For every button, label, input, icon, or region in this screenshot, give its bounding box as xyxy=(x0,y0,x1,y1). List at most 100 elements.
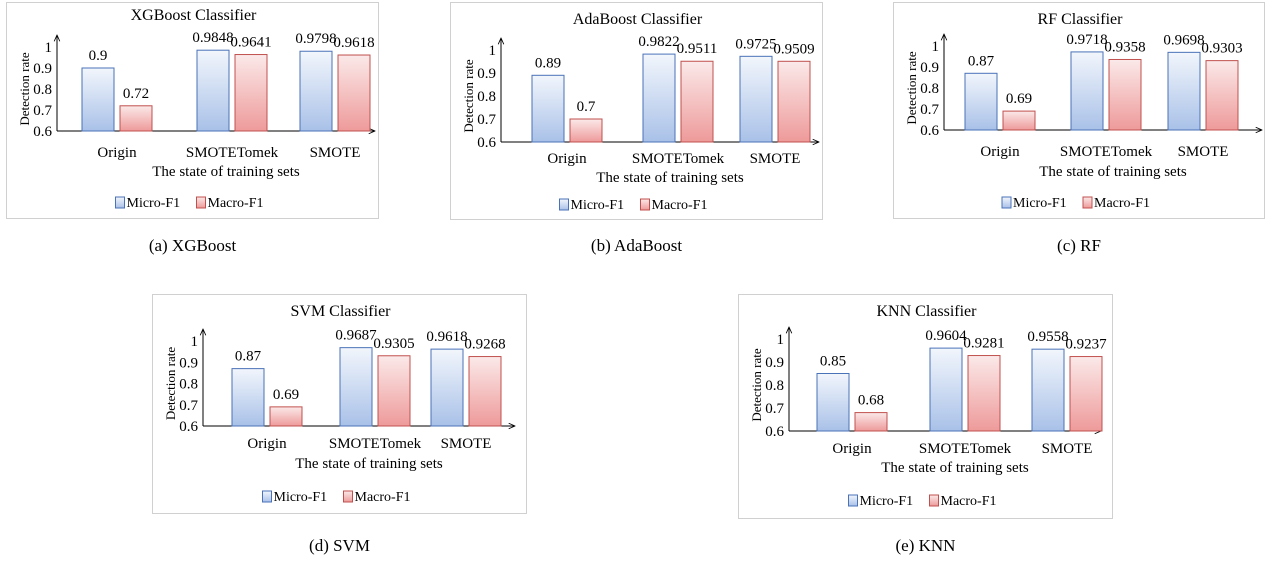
y-axis-label: Detection rate xyxy=(904,51,919,124)
data-label: 0.9558 xyxy=(1027,329,1068,345)
data-label: 0.9303 xyxy=(1201,41,1242,57)
bar-macro-f1 xyxy=(1109,59,1141,130)
bar-macro-f1 xyxy=(235,55,267,131)
legend-item-macro-f1: Macro-F1 xyxy=(1094,196,1150,211)
caption-adaboost: (b) AdaBoost xyxy=(450,236,823,256)
bar-micro-f1 xyxy=(232,369,264,426)
chart-panel-svm: SVM Classifier 0.6 0.7 0.8 0.9 1 Detection rat… xyxy=(152,294,527,514)
data-label: 0.72 xyxy=(123,86,149,102)
bar-macro-f1 xyxy=(270,407,302,426)
x-tick-label: SMOTETomek xyxy=(632,151,725,167)
x-axis-label: The state of training sets xyxy=(295,456,443,472)
y-tick-label: 0.7 xyxy=(33,103,52,119)
legend-item-micro-f1: Micro-F1 xyxy=(127,196,181,211)
y-tick-label: 0.8 xyxy=(179,377,198,393)
x-tick-label: Origin xyxy=(97,145,137,161)
y-tick-label: 1 xyxy=(191,334,199,350)
y-tick-label: 0.6 xyxy=(477,135,496,151)
chart-title: KNN Classifier xyxy=(877,303,978,320)
data-label: 0.9358 xyxy=(1104,39,1145,55)
legend-swatch xyxy=(641,199,650,210)
y-tick-label: 0.6 xyxy=(920,123,939,139)
legend-item-micro-f1: Micro-F1 xyxy=(860,494,914,509)
y-axis-label: Detection rate xyxy=(17,52,32,125)
bar-micro-f1 xyxy=(1071,52,1103,130)
y-axis-label: Detection rate xyxy=(749,348,764,421)
bar-micro-f1 xyxy=(82,68,114,131)
chart-title: RF Classifier xyxy=(1038,11,1124,28)
x-axis-label: The state of training sets xyxy=(596,170,744,186)
data-label: 0.9798 xyxy=(295,31,336,47)
data-label: 0.85 xyxy=(820,354,846,370)
bar-macro-f1 xyxy=(469,357,501,426)
x-tick-label: SMOTETomek xyxy=(919,441,1012,457)
data-label: 0.87 xyxy=(235,349,262,365)
data-label: 0.9848 xyxy=(192,30,233,46)
data-label: 0.9268 xyxy=(464,337,505,353)
y-tick-label: 0.8 xyxy=(33,82,52,98)
legend-item-macro-f1: Macro-F1 xyxy=(941,494,997,509)
x-tick-label: SMOTETomek xyxy=(186,145,279,161)
y-tick-label: 0.9 xyxy=(33,61,52,77)
data-label: 0.9641 xyxy=(230,35,271,51)
data-label: 0.9511 xyxy=(677,41,718,57)
legend-item-macro-f1: Macro-F1 xyxy=(355,490,411,505)
data-label: 0.69 xyxy=(273,387,299,403)
legend-item-micro-f1: Micro-F1 xyxy=(571,198,625,213)
bar-macro-f1 xyxy=(378,356,410,426)
x-tick-label: SMOTE xyxy=(750,151,801,167)
legend-swatch xyxy=(560,199,569,210)
bar-macro-f1 xyxy=(968,356,1000,431)
data-label: 0.87 xyxy=(968,53,995,69)
bar-macro-f1 xyxy=(1070,357,1102,431)
y-tick-label: 0.6 xyxy=(33,124,52,140)
bar-macro-f1 xyxy=(855,413,887,431)
bar-micro-f1 xyxy=(817,374,849,432)
x-axis-label: The state of training sets xyxy=(1039,164,1187,180)
data-label: 0.9237 xyxy=(1065,337,1107,353)
x-axis-label: The state of training sets xyxy=(881,460,1029,476)
x-axis-label: The state of training sets xyxy=(152,164,300,180)
legend-swatch xyxy=(930,495,939,506)
caption-rf: (c) RF xyxy=(893,236,1265,256)
data-label: 0.9698 xyxy=(1163,32,1204,48)
x-tick-label: Origin xyxy=(547,151,587,167)
data-label: 0.9718 xyxy=(1066,32,1107,48)
chart-title: SVM Classifier xyxy=(291,303,392,320)
data-label: 0.9281 xyxy=(963,336,1004,352)
y-tick-label: 0.7 xyxy=(179,398,198,414)
bar-micro-f1 xyxy=(1168,52,1200,130)
x-tick-label: Origin xyxy=(247,436,287,452)
y-tick-label: 0.7 xyxy=(477,112,496,128)
bar-micro-f1 xyxy=(300,51,332,131)
legend-item-macro-f1: Macro-F1 xyxy=(652,198,708,213)
chart-title: XGBoost Classifier xyxy=(131,7,257,24)
data-label: 0.9604 xyxy=(925,328,967,344)
bar-macro-f1 xyxy=(338,55,370,131)
legend-item-micro-f1: Micro-F1 xyxy=(274,490,328,505)
x-tick-label: SMOTETomek xyxy=(1060,144,1153,160)
chart-svg-rf: RF Classifier 0.6 0.7 0.8 0.9 1 Detection rate… xyxy=(894,3,1266,220)
x-tick-label: SMOTE xyxy=(310,145,361,161)
caption-svm: (d) SVM xyxy=(152,536,527,556)
y-tick-label: 1 xyxy=(489,43,497,59)
legend-swatch xyxy=(849,495,858,506)
data-label: 0.9687 xyxy=(335,328,377,344)
bar-micro-f1 xyxy=(532,75,564,142)
data-label: 0.9822 xyxy=(638,34,679,50)
y-tick-label: 0.9 xyxy=(179,355,198,371)
data-label: 0.69 xyxy=(1006,91,1032,107)
data-label: 0.9725 xyxy=(735,36,776,52)
x-tick-label: SMOTE xyxy=(1178,144,1229,160)
x-tick-label: Origin xyxy=(832,441,872,457)
chart-svg-svm: SVM Classifier 0.6 0.7 0.8 0.9 1 Detection rat… xyxy=(153,295,528,515)
x-tick-label: SMOTE xyxy=(1042,441,1093,457)
chart-panel-xgboost: XGBoost Classifier 0.6 0.7 0.8 0.9 1 Detection… xyxy=(6,2,379,219)
legend-swatch xyxy=(344,491,353,502)
chart-panel-adaboost: AdaBoost Classifier 0.6 0.7 0.8 0.9 1 Detectio… xyxy=(450,2,823,220)
x-tick-label: Origin xyxy=(980,144,1020,160)
legend-swatch xyxy=(116,197,125,208)
y-tick-label: 1 xyxy=(777,332,785,348)
chart-panel-rf: RF Classifier 0.6 0.7 0.8 0.9 1 Detection rate… xyxy=(893,2,1265,219)
data-label: 0.9509 xyxy=(773,41,814,57)
